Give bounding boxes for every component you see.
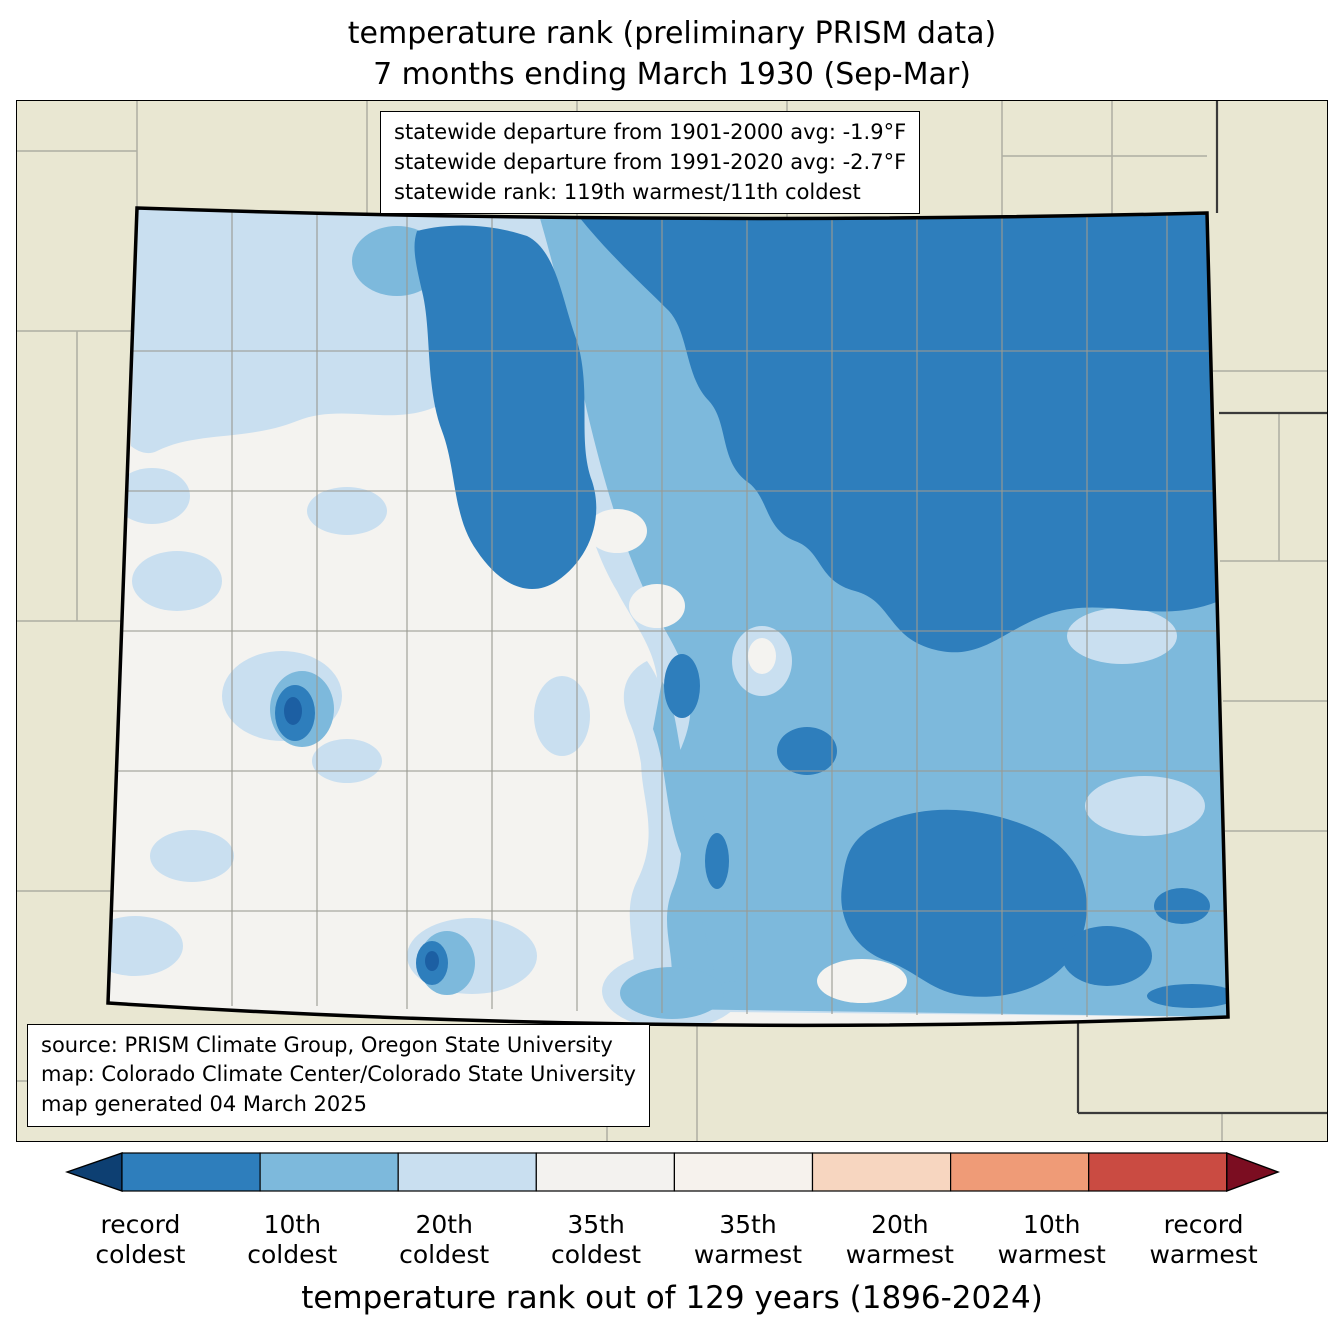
source-credits-box: source: PRISM Climate Group, Oregon Stat… <box>27 1023 650 1127</box>
colorado-county-lines <box>113 208 1227 1017</box>
legend-label-bottom: warmest <box>997 1240 1106 1269</box>
region-blob <box>1067 608 1177 664</box>
legend-label-bottom: warmest <box>693 1240 803 1269</box>
legend-label-top: 20th <box>871 1210 929 1239</box>
region-blob <box>534 676 590 756</box>
legend-label-top: 10th <box>1022 1210 1081 1239</box>
region-blob <box>414 225 597 590</box>
neighbor-state-lines <box>1076 101 1327 1115</box>
region-blob <box>1154 888 1210 924</box>
legend-label-bottom: warmest <box>1149 1240 1258 1269</box>
legend-label-top: record <box>100 1210 181 1239</box>
legend-label-record-warmest: record warmest <box>1128 1210 1280 1270</box>
legend-label-record-coldest: record coldest <box>65 1210 217 1270</box>
map-title-line2: 7 months ending March 1930 (Sep-Mar) <box>373 56 971 92</box>
legend-label-bottom: coldest <box>551 1240 642 1269</box>
region-blob <box>284 697 302 725</box>
colorbar-segment <box>397 1152 537 1192</box>
legend: record coldest 10th coldest 20th coldest… <box>64 1150 1280 1326</box>
colorado-rank-regions <box>108 208 1228 1026</box>
region-blob <box>620 967 724 1019</box>
region-blob <box>777 727 837 775</box>
region-blob <box>653 681 737 983</box>
legend-label-top: 35th <box>567 1210 625 1239</box>
region-blob <box>664 654 700 718</box>
colorado-temperature-rank-map <box>17 101 1327 1141</box>
legend-label-bottom: warmest <box>845 1240 954 1269</box>
legend-label-10th-warmest: 10th warmest <box>976 1210 1128 1270</box>
legend-label-bottom: coldest <box>399 1240 490 1269</box>
region-blob <box>1085 776 1205 836</box>
colorbar-segment <box>949 1152 1089 1192</box>
region-blob <box>132 551 222 611</box>
source-line: source: PRISM Climate Group, Oregon Stat… <box>41 1032 613 1057</box>
colorbar-arrow-record-coldest <box>64 1152 123 1192</box>
legend-label-top: 10th <box>263 1210 322 1239</box>
legend-caption: temperature rank out of 129 years (1896-… <box>301 1280 1043 1316</box>
legend-label-10th-coldest: 10th coldest <box>216 1210 368 1270</box>
stats-line-rank: statewide rank: 119th warmest/11th colde… <box>394 179 861 204</box>
legend-labels: record coldest 10th coldest 20th coldest… <box>65 1210 1280 1270</box>
colorado-state-border <box>106 206 1230 1028</box>
region-blob <box>572 208 1219 653</box>
legend-label-35th-warmest: 35th warmest <box>672 1210 824 1270</box>
legend-label-bottom: coldest <box>95 1240 186 1269</box>
regions-white-holes <box>587 509 907 1003</box>
region-blob <box>748 638 776 674</box>
stats-line-departure-1991-2020: statewide departure from 1991-2020 avg: … <box>394 149 907 174</box>
colorbar-segment <box>120 1152 261 1192</box>
legend-label-top: record <box>1163 1210 1244 1239</box>
region-blob <box>587 509 647 553</box>
stats-line-departure-1901-2000: statewide departure from 1901-2000 avg: … <box>394 120 907 144</box>
colorbar-segment <box>673 1152 813 1192</box>
colorbar-segment <box>1087 1152 1227 1192</box>
legend-label-35th-coldest: 35th coldest <box>520 1210 672 1270</box>
map-credit-line: map: Colorado Climate Center/Colorado St… <box>41 1062 636 1087</box>
generated-date-line: map generated 04 March 2025 <box>41 1092 368 1117</box>
region-blob <box>817 959 907 1003</box>
colorbar-segment <box>535 1152 675 1192</box>
map-title-line1: temperature rank (preliminary PRISM data… <box>347 16 997 51</box>
legend-label-top: 35th <box>719 1210 777 1239</box>
region-blob <box>1062 926 1152 986</box>
region-blob <box>312 739 382 783</box>
regions-darkest-cores <box>284 697 439 971</box>
region-blob <box>629 584 685 628</box>
legend-label-20th-warmest: 20th warmest <box>824 1210 976 1270</box>
legend-label-bottom: coldest <box>247 1240 338 1269</box>
legend-label-20th-coldest: 20th coldest <box>368 1210 520 1270</box>
region-blob <box>841 809 1087 997</box>
region-blob <box>307 487 387 535</box>
region-blob <box>1147 984 1228 1008</box>
statewide-stats-box: statewide departure from 1901-2000 avg: … <box>380 111 921 215</box>
region-blob <box>150 830 234 882</box>
legend-colorbar <box>64 1151 1280 1193</box>
legend-label-top: 20th <box>415 1210 473 1239</box>
colorbar-arrow-record-warmest <box>1225 1151 1280 1193</box>
region-blob <box>425 951 439 971</box>
colorbar-segment <box>811 1152 951 1192</box>
regions-10th-coldest <box>275 208 1228 1008</box>
colorbar-segment <box>259 1152 399 1192</box>
map-title-block: temperature rank (preliminary PRISM data… <box>0 0 1344 100</box>
region-blob <box>114 468 190 524</box>
map-plot-area: statewide departure from 1901-2000 avg: … <box>16 100 1328 1142</box>
region-blob <box>705 833 729 889</box>
